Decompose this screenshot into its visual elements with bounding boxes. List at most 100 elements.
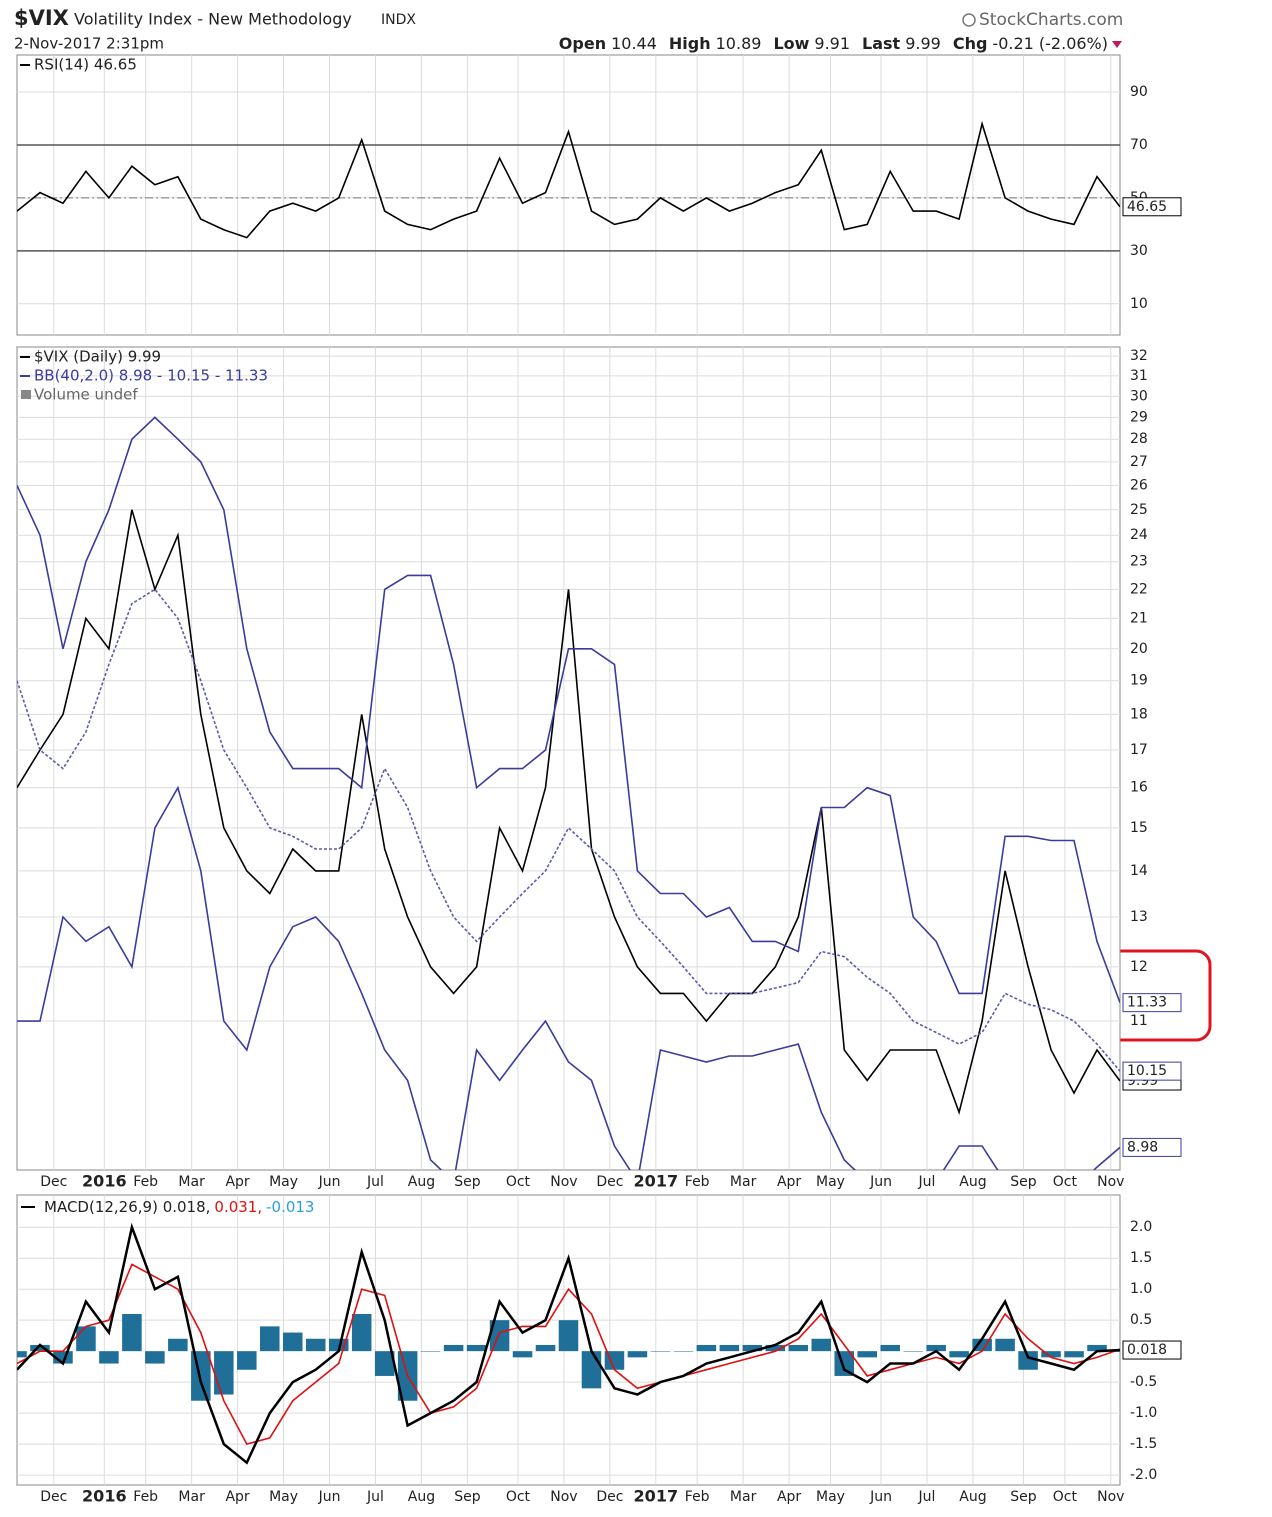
y-tick-label: 14: [1130, 863, 1148, 879]
histogram-bar: [535, 1344, 556, 1352]
quote-label: High: [669, 34, 711, 53]
histogram-bar: [237, 1351, 257, 1370]
last-value-label: 0.018: [1127, 1342, 1167, 1358]
last-value-box: [1122, 1061, 1182, 1081]
histogram-bar: [374, 1351, 395, 1376]
histogram-bar: [466, 1344, 487, 1352]
legend-entry: 0.031,: [214, 1198, 262, 1216]
panel-frame: [16, 346, 1121, 1171]
histogram-bar: [17, 1351, 27, 1358]
histogram-bar: [420, 1351, 441, 1352]
x-tick-label: Dec: [40, 1489, 67, 1505]
x-tick-label: Jun: [869, 1489, 892, 1505]
x-tick-label: Dec: [596, 1174, 623, 1190]
histogram-bar: [122, 1313, 142, 1352]
x-tick-label: May: [816, 1489, 845, 1505]
histogram-bar: [512, 1351, 533, 1358]
histogram-bar: [305, 1338, 326, 1352]
quote-value: 10.44: [611, 34, 657, 53]
plot-area: [17, 120, 1120, 239]
quote-label: Last: [862, 34, 901, 53]
note: Volume undef: [34, 386, 138, 404]
x-tick-label: Jun: [869, 1174, 892, 1190]
histogram-bar: [558, 1320, 579, 1352]
quote-label: Low: [773, 34, 809, 53]
legend-marker: [21, 390, 31, 399]
x-tick-label: Feb: [133, 1174, 158, 1190]
last-value-box: [1122, 197, 1182, 217]
down-indicator: [1112, 41, 1122, 48]
x-tick-label: Mar: [178, 1174, 205, 1190]
last-value-label: 46.65: [1127, 199, 1167, 215]
legend-entry: -0.013: [266, 1198, 314, 1216]
plot-area: [17, 1222, 1120, 1465]
x-tick-label: Oct: [506, 1174, 531, 1190]
y-tick-label: 2.0: [1130, 1219, 1152, 1235]
y-tick-label: 1.0: [1130, 1281, 1152, 1297]
histogram-bar: [995, 1338, 1015, 1352]
x-tick-label: Nov: [550, 1489, 577, 1505]
x-tick-label: Jun: [318, 1489, 341, 1505]
y-tick-label: 12: [1130, 959, 1148, 975]
histogram-bar: [191, 1351, 211, 1401]
histogram-bar: [282, 1332, 303, 1352]
histogram-bar: [581, 1351, 602, 1389]
quote-value: 9.99: [905, 34, 941, 53]
histogram-bar: [719, 1344, 740, 1352]
panel: Dec 2016 Feb Mar Apr May Jun Jul Aug Sep Oct Nov Dec…: [16, 346, 1182, 1191]
legend: MACD(12,26,9) 0.018, 0.031, -0.013: [44, 1198, 314, 1216]
legend-entry: RSI(14) 46.65: [34, 56, 137, 74]
y-tick-label: 30: [1130, 243, 1148, 259]
legend-entry: BB(40,2.0) 8.98 - 10.15 - 11.33: [34, 367, 268, 385]
panel-frame: [16, 54, 1121, 336]
histogram-bar: [168, 1338, 188, 1352]
legend-entry: MACD(12,26,9) 0.018,: [44, 1198, 210, 1216]
histogram-bar: [903, 1351, 923, 1352]
y-tick-label: 25: [1130, 502, 1148, 518]
x-tick-label: Feb: [685, 1489, 710, 1505]
histogram-bar: [880, 1344, 900, 1352]
y-tick-label: 32: [1130, 348, 1148, 364]
histogram-bar: [673, 1351, 694, 1352]
panel: Dec 2016 Feb Mar Apr May Jun Jul Aug Sep Oct Nov Dec…: [16, 1194, 1182, 1506]
series-line: [17, 1263, 1120, 1446]
y-tick-label: 20: [1130, 641, 1148, 657]
series-line: [17, 509, 1120, 1116]
histogram-bar: [99, 1351, 119, 1364]
y-tick-label: 27: [1130, 454, 1148, 470]
x-tick-label: Apr: [777, 1174, 801, 1190]
x-tick-label: Aug: [959, 1174, 986, 1190]
x-tick-label: 2016: [82, 1487, 127, 1506]
y-tick-label: 29: [1130, 409, 1148, 425]
series-line: [17, 588, 1120, 1072]
x-tick-label: Oct: [506, 1489, 531, 1505]
last-value-box: [1122, 1340, 1182, 1360]
x-tick-label: Dec: [40, 1174, 67, 1190]
histogram-bar: [1087, 1344, 1107, 1352]
x-tick-label: Oct: [1053, 1174, 1078, 1190]
date: 2-Nov-2017 2:31pm: [14, 35, 164, 53]
histogram-bar: [811, 1338, 832, 1352]
histogram-bar: [650, 1351, 671, 1352]
copyright-icon: [962, 13, 976, 27]
x-tick-label: Mar: [730, 1489, 757, 1505]
y-tick-label: 18: [1130, 706, 1148, 722]
histogram-bar: [1041, 1351, 1061, 1358]
y-tick-label: 24: [1130, 527, 1148, 543]
histogram-bar: [742, 1344, 763, 1352]
x-tick-label: Nov: [1097, 1174, 1124, 1190]
histogram-bar: [145, 1351, 165, 1364]
last-value-label: 11.33: [1127, 995, 1167, 1011]
y-tick-label: 17: [1130, 742, 1148, 758]
x-tick-label: May: [269, 1489, 298, 1505]
x-tick-label: Mar: [730, 1174, 757, 1190]
symbol: $VIX: [14, 6, 69, 30]
y-tick-label: 22: [1130, 581, 1148, 597]
x-tick-label: Feb: [133, 1489, 158, 1505]
histogram-bar: [76, 1326, 96, 1352]
histogram-bar: [351, 1313, 372, 1352]
quote: Open 10.44 High 10.89 Low 9.91 Last 9.99 Chg -0.2…: [559, 34, 1108, 53]
series-line: [17, 785, 1120, 1170]
last-value-label: 8.98: [1127, 1139, 1158, 1155]
